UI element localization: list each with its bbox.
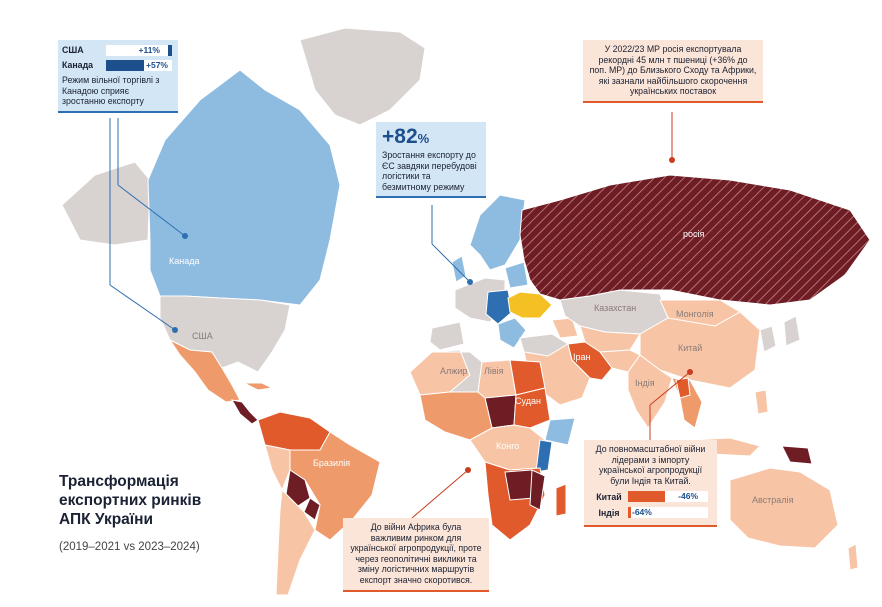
bar-fill-china [628, 491, 665, 503]
title-line-3: АПК України [59, 511, 154, 528]
leader-line-asia-2 [649, 371, 691, 406]
value-china: -46% [678, 491, 698, 502]
leader-line-usa-2 [109, 284, 176, 331]
east-africa-shape [535, 439, 553, 473]
label-iran: Іран [573, 352, 591, 362]
title-line-1: Трансформація [59, 473, 179, 490]
central-europe-shape [485, 289, 513, 325]
sudan-shape [513, 387, 551, 429]
label-canada: Канада [169, 256, 200, 266]
uk-shape [451, 255, 467, 283]
new-zealand-shape [847, 543, 859, 571]
canada-shape [147, 69, 341, 306]
callout-row-china: Китай -46% [590, 490, 711, 503]
south-america-north-shape [257, 411, 331, 451]
label-australia: Австралія [752, 495, 794, 505]
india-shape [627, 354, 673, 429]
argentina-shape [275, 488, 316, 596]
callout-row-india: Індія -64% [590, 506, 711, 519]
marker-asia [687, 369, 693, 375]
callout-row-canada: Канада +57% [62, 59, 174, 72]
leader-line-eu-2 [431, 243, 471, 283]
greenland-shape [299, 27, 426, 126]
central-america-shape [231, 399, 259, 425]
marker-usa [172, 327, 178, 333]
myanmar-shape [675, 377, 691, 399]
usa-shape [159, 295, 291, 373]
callout-russia-text: У 2022/23 МР росія експортувала рекордні… [589, 44, 757, 97]
callout-asia: До повномасштабної війни лідерами з імпо… [584, 440, 717, 528]
label-china: Китай [678, 343, 703, 353]
bar-fill-canada [106, 60, 144, 71]
russia-shape [519, 174, 871, 306]
new-guinea-shape [781, 445, 813, 465]
value-usa: +11% [138, 45, 160, 55]
iberia-shape [429, 321, 465, 351]
callout-north-america-text: Режим вільної торгівлі з Канадою сприяє … [62, 75, 160, 107]
leader-line-canada-2 [117, 184, 186, 237]
sahel-shape [419, 391, 493, 441]
mexico-shape [168, 338, 241, 403]
ukraine-shape [507, 291, 553, 319]
bar-fill-usa [168, 45, 172, 56]
bar-usa: +11% [106, 45, 172, 56]
value-india: -64% [632, 507, 652, 518]
row-country-india: Індія [598, 507, 620, 518]
alaska-shape [61, 161, 151, 246]
eu-growth-value: +82% [382, 125, 430, 148]
caribbean-shape [243, 382, 274, 391]
row-country-usa: США [62, 45, 84, 56]
bar-china: -46% [628, 491, 708, 503]
korea-japan-shape [759, 315, 801, 353]
baltics-shape [504, 261, 529, 289]
australia-shape [729, 467, 839, 549]
zambia-shape [504, 469, 535, 501]
callout-north-america: США +11% Канада +57% Режим вільної торгі… [58, 40, 178, 113]
andes-shape [264, 444, 291, 492]
bolivia-shape [285, 469, 311, 507]
bar-canada: +57% [106, 60, 172, 71]
callout-russia: У 2022/23 МР росія експортувала рекордні… [583, 40, 763, 103]
map-title: Трансформація експортних ринків АПК Укра… [59, 472, 201, 529]
label-kazakhstan: Казахстан [594, 303, 637, 313]
bar-india: -64% [628, 507, 708, 519]
marker-russia [669, 157, 675, 163]
leader-line-africa [411, 469, 469, 519]
label-algeria: Алжир [440, 366, 468, 376]
value-canada: +57% [146, 60, 168, 70]
scandinavia-shape [469, 194, 526, 271]
label-sudan: Судан [515, 396, 541, 406]
title-line-2: експортних ринків [59, 492, 202, 509]
row-country-canada: Канада [62, 60, 94, 71]
row-country-china: Китай [596, 491, 622, 502]
label-russia: росія [683, 229, 705, 239]
paraguay-shape [303, 497, 321, 521]
marker-africa [465, 467, 471, 473]
label-brazil: Бразилія [313, 458, 351, 468]
iran-shape [567, 341, 613, 381]
label-mongolia: Монголія [676, 309, 714, 319]
philippines-shape [754, 389, 769, 415]
callout-eu: +82% Зростання експорту до ЄС завдяки пе… [376, 122, 486, 199]
marker-eu [467, 279, 473, 285]
label-congo: Конго [496, 441, 520, 451]
label-libya: Лівія [484, 366, 504, 376]
madagascar-shape [555, 483, 567, 517]
callout-africa-text: До війни Африка була важливим ринком для… [350, 522, 482, 585]
callout-africa: До війни Африка була важливим ринком для… [343, 518, 489, 592]
callout-row-usa: США +11% [62, 44, 174, 57]
label-usa: США [192, 331, 213, 341]
callout-asia-text: До повномасштабної війни лідерами з імпо… [595, 444, 706, 486]
horn-africa-shape [544, 417, 576, 446]
callout-eu-text: Зростання експорту до ЄС завдяки перебуд… [382, 150, 477, 192]
label-india: Індія [635, 378, 655, 388]
caucasus-shape [551, 317, 579, 339]
bar-fill-india [628, 507, 631, 519]
marker-canada [182, 233, 188, 239]
map-subtitle: (2019–2021 vs 2023–2024) [59, 541, 200, 553]
mozambique-shape [529, 469, 546, 511]
